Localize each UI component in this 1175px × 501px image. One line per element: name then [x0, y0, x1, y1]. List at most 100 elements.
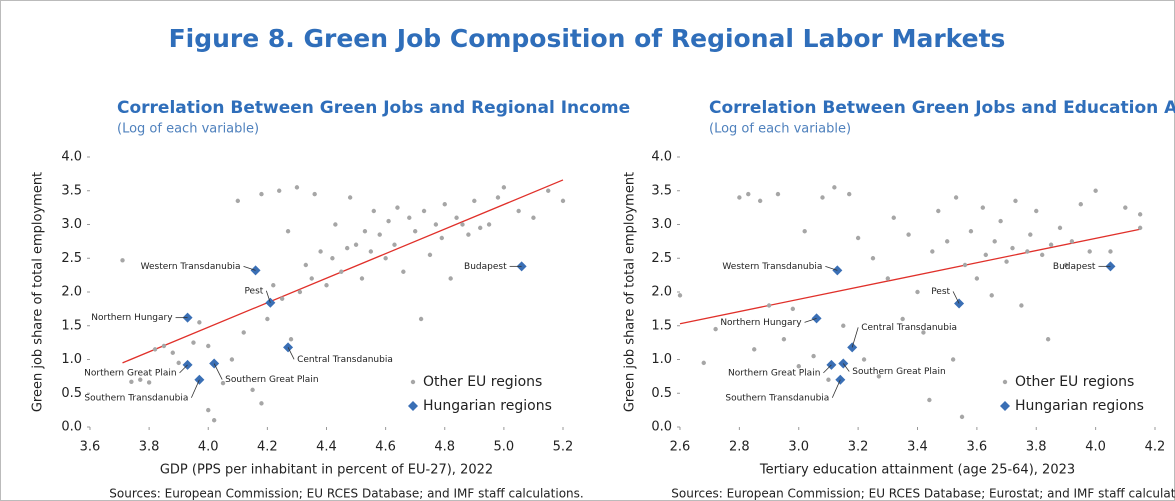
y-tick-label: 4.0: [651, 150, 672, 165]
eu-point: [944, 239, 950, 244]
y-axis-label: Green job share of total employment: [31, 172, 46, 412]
point-label: Northern Hungary: [720, 318, 802, 328]
point-label: Southern Great Plain: [225, 375, 318, 385]
eu-point: [992, 239, 997, 244]
eu-point: [120, 258, 125, 263]
eu-point: [330, 256, 335, 261]
eu-point: [832, 185, 837, 190]
x-tick-label: 3.6: [80, 440, 101, 455]
eu-point: [294, 185, 300, 190]
point-label: Western Transdanubia: [141, 262, 241, 272]
eu-point: [900, 316, 905, 322]
leader-line: [191, 379, 200, 398]
panel-title: Correlation Between Green Jobs and Regio…: [117, 98, 630, 118]
eu-point: [418, 316, 424, 322]
y-tick-label: 1.5: [61, 318, 82, 333]
x-tick-label: 3.8: [139, 440, 160, 455]
eu-point: [472, 198, 477, 204]
eu-point: [1087, 249, 1092, 254]
eu-point: [421, 208, 427, 214]
eu-point: [371, 208, 376, 214]
eu-point: [191, 340, 196, 345]
eu-point: [915, 289, 920, 295]
eu-point: [546, 188, 551, 193]
eu-point: [790, 306, 796, 312]
y-tick-label: 2.0: [651, 285, 672, 300]
hungarian-point: [408, 401, 418, 411]
eu-point: [560, 198, 566, 204]
x-tick-label: 4.8: [434, 440, 455, 455]
eu-point: [1039, 252, 1045, 258]
y-tick-label: 3.0: [651, 217, 672, 232]
eu-point: [439, 235, 444, 241]
eu-point: [176, 360, 181, 366]
eu-point: [241, 330, 246, 335]
eu-point: [433, 222, 439, 227]
eu-point: [1004, 259, 1009, 264]
eu-point: [395, 205, 400, 210]
panel-title: Correlation Between Green Jobs and Educa…: [709, 98, 1175, 118]
eu-point: [401, 269, 406, 274]
eu-point: [1123, 205, 1128, 210]
point-label: Southern Transdanubia: [725, 393, 829, 403]
eu-point: [927, 397, 932, 403]
eu-point: [1093, 188, 1098, 193]
eu-point: [392, 242, 397, 247]
y-tick-label: 4.0: [61, 150, 82, 165]
eu-point: [333, 222, 338, 227]
leader-line: [825, 266, 838, 271]
eu-point: [427, 252, 433, 258]
leader-line: [804, 317, 817, 323]
eu-point: [1078, 202, 1083, 207]
eu-point: [297, 289, 303, 295]
eu-point: [285, 229, 291, 234]
eu-point: [983, 252, 988, 258]
eu-point: [1028, 232, 1033, 237]
eu-point: [312, 191, 317, 197]
x-tick-label: 3.0: [788, 440, 809, 455]
eu-point: [478, 225, 483, 231]
eu-point: [288, 337, 294, 342]
eu-point: [303, 262, 309, 268]
eu-point: [259, 191, 264, 197]
eu-point: [161, 343, 167, 349]
source-note: Sources: European Commission; EU RCES Da…: [109, 487, 583, 501]
eu-point: [531, 215, 536, 220]
y-tick-label: 1.0: [61, 352, 82, 367]
eu-point: [876, 374, 882, 379]
eu-point: [1069, 239, 1075, 244]
eu-point: [766, 303, 772, 308]
point-label: Central Transdanubia: [297, 355, 393, 365]
eu-point: [891, 215, 896, 220]
y-tick-label: 3.0: [61, 217, 82, 232]
eu-point: [220, 380, 226, 386]
eu-point: [146, 380, 152, 385]
x-tick-label: 3.8: [1026, 440, 1047, 455]
eu-point: [138, 377, 143, 382]
eu-point: [271, 283, 276, 288]
eu-point: [460, 222, 465, 227]
x-tick-label: 4.0: [198, 440, 219, 455]
leader-line: [179, 364, 188, 374]
leader-line: [851, 327, 859, 348]
y-tick-label: 0.0: [651, 420, 672, 435]
leader-line: [213, 363, 223, 380]
eu-point: [279, 296, 285, 301]
x-tick-label: 4.2: [257, 440, 278, 455]
eu-point: [855, 235, 861, 241]
eu-point: [775, 191, 781, 197]
eu-point: [968, 229, 974, 234]
eu-point: [841, 323, 846, 328]
eu-point: [368, 249, 374, 254]
point-label: Budapest: [464, 262, 507, 272]
eu-point: [359, 276, 365, 281]
eu-point: [713, 326, 718, 332]
leader-line: [831, 379, 841, 398]
eu-point: [930, 249, 935, 254]
eu-point: [953, 195, 959, 200]
eu-point: [752, 347, 757, 352]
eu-point: [701, 360, 706, 366]
eu-point: [347, 195, 353, 200]
